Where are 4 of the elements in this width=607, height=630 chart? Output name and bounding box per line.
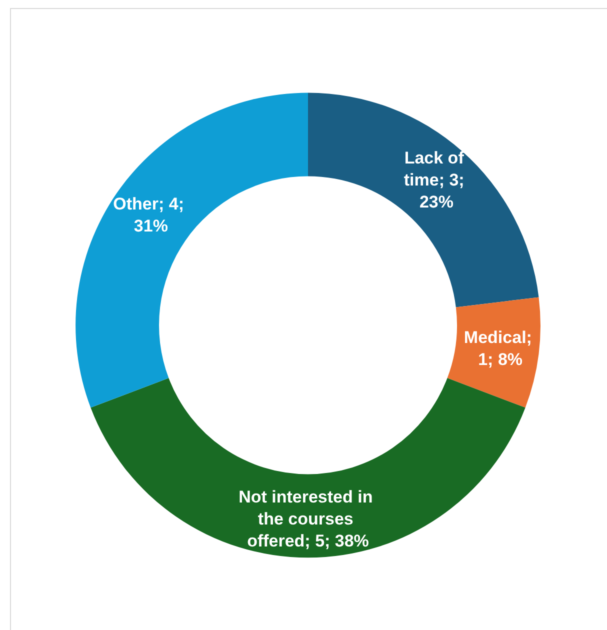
slice-label: Not interested in the courses offered; 5; 38% xyxy=(238,487,378,550)
slice-label: Other; 4; 31% xyxy=(113,194,184,236)
slice-label: Lack of time; 3; 23% xyxy=(404,148,470,212)
slice-label: Medical; 1; 8% xyxy=(464,328,537,370)
